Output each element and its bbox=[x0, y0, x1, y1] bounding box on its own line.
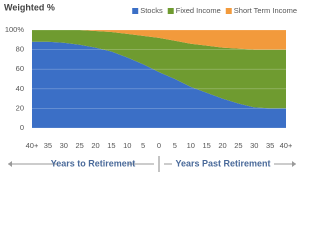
y-tick-label: 80 bbox=[16, 45, 24, 54]
legend-label: Short Term Income bbox=[234, 6, 297, 15]
legend-swatch bbox=[132, 8, 139, 14]
x-tick-label: 30 bbox=[250, 141, 258, 150]
y-tick-label: 0 bbox=[20, 123, 24, 132]
x-tick-label: 40+ bbox=[280, 141, 293, 150]
legend-swatch bbox=[167, 8, 174, 14]
x-tick-label: 5 bbox=[141, 141, 145, 150]
x-tick-label: 25 bbox=[75, 141, 83, 150]
x-axis-label: Years to Retirement bbox=[51, 158, 136, 168]
y-tick-label: 60 bbox=[16, 64, 24, 73]
area bbox=[32, 30, 286, 109]
y-tick-label: 40 bbox=[16, 84, 24, 93]
x-tick-label: 20 bbox=[218, 141, 226, 150]
x-axis-label: Years Past Retirement bbox=[175, 158, 270, 168]
legend-swatch bbox=[225, 8, 232, 14]
x-tick-label: 35 bbox=[266, 141, 274, 150]
legend-label: Stocks bbox=[140, 6, 163, 15]
legend-label: Fixed Income bbox=[176, 6, 221, 15]
y-tick-label: 100% bbox=[5, 25, 25, 34]
x-tick-label: 30 bbox=[60, 141, 68, 150]
x-tick-label: 10 bbox=[187, 141, 195, 150]
area bbox=[32, 30, 286, 50]
x-tick-label: 15 bbox=[202, 141, 210, 150]
chart: Weighted % Years to Retirement Years Pas… bbox=[4, 2, 297, 172]
arrow-head bbox=[292, 161, 296, 167]
chart-title: Weighted % bbox=[4, 2, 55, 12]
area bbox=[32, 41, 286, 129]
x-tick-label: 5 bbox=[173, 141, 177, 150]
page: Weighted % Years to Retirement Years Pas… bbox=[4, 2, 297, 172]
y-tick-label: 20 bbox=[16, 103, 24, 112]
x-tick-label: 10 bbox=[123, 141, 131, 150]
arrow-head bbox=[8, 161, 12, 167]
x-tick-label: 20 bbox=[91, 141, 99, 150]
x-tick-label: 0 bbox=[157, 141, 161, 150]
x-tick-label: 15 bbox=[107, 141, 115, 150]
x-tick-label: 40+ bbox=[26, 141, 39, 150]
plot bbox=[32, 29, 286, 129]
x-tick-label: 25 bbox=[234, 141, 242, 150]
x-tick-label: 35 bbox=[44, 141, 52, 150]
